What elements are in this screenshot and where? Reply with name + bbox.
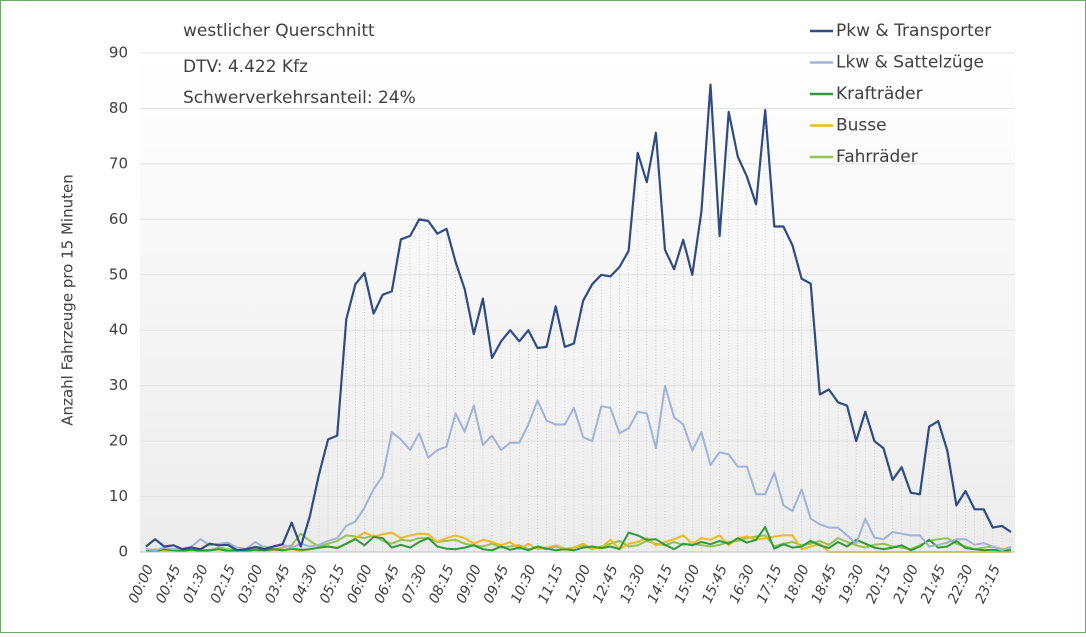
y-tick-label: 70: [109, 154, 128, 172]
y-tick-label: 40: [109, 321, 128, 339]
series-line: [145, 83, 1012, 552]
y-tick-label: 10: [109, 487, 128, 505]
plot-area: [140, 53, 1015, 552]
annotation: westlicher Querschnitt: [183, 21, 375, 41]
series-line: [145, 384, 1012, 552]
legend-label: Fahrräder: [836, 147, 918, 167]
y-axis-title: Anzahl Fahrzeuge pro 15 Minuten: [59, 174, 77, 425]
y-tick-label: 0: [118, 543, 128, 561]
series-line: [145, 526, 1012, 552]
y-tick-label: 20: [109, 432, 128, 450]
y-tick-label: 30: [109, 376, 128, 394]
y-tick-label: 60: [109, 210, 128, 228]
legend-label: Krafträder: [836, 84, 923, 104]
legend-label: Pkw & Transporter: [836, 21, 991, 41]
annotation: DTV: 4.422 Kfz: [183, 57, 308, 77]
annotation: Schwerverkehrsanteil: 24%: [183, 88, 416, 108]
y-tick-label: 90: [109, 44, 128, 62]
y-tick-label: 80: [109, 99, 128, 117]
legend-label: Lkw & Sattelzüge: [836, 53, 984, 73]
legend-label: Busse: [836, 116, 887, 136]
y-tick-label: 50: [109, 265, 128, 283]
